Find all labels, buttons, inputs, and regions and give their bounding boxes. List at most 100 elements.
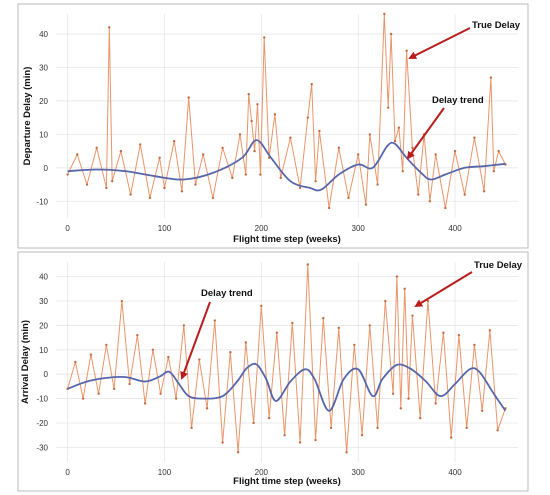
- true-delay-point: [453, 149, 457, 153]
- x-axis-label: Flight time step (weeks): [233, 234, 341, 245]
- true-delay-point: [360, 433, 364, 437]
- true-delay-point: [236, 451, 240, 454]
- true-delay-point: [252, 421, 255, 425]
- true-delay-point: [66, 173, 69, 176]
- true-delay-point: [497, 149, 500, 153]
- x-tick-label: 100: [158, 224, 172, 233]
- true-delay-point: [119, 149, 123, 153]
- y-axis-label: Departure Delay (min): [22, 67, 33, 166]
- true-delay-point: [387, 106, 390, 109]
- true-delay-point: [403, 287, 406, 291]
- true-delay-point: [202, 153, 205, 156]
- true-delay-point: [143, 402, 147, 405]
- true-delay-point: [105, 186, 108, 190]
- true-delay-point: [327, 206, 331, 210]
- true-delay-point: [407, 397, 410, 400]
- true-delay-point: [457, 333, 461, 337]
- true-delay-point: [250, 119, 253, 123]
- true-delay-point: [337, 146, 341, 149]
- true-delay-point: [314, 180, 317, 183]
- true-delay-point: [329, 426, 333, 430]
- true-delay-point: [397, 126, 401, 129]
- true-delay-point: [263, 36, 266, 39]
- true-delay-point: [399, 407, 403, 410]
- true-delay-point: [434, 402, 437, 405]
- true-delay-point: [306, 263, 310, 266]
- y-tick-label: 10: [39, 130, 48, 139]
- true-delay-point: [244, 173, 248, 176]
- y-tick-label: -30: [36, 443, 48, 452]
- x-tick-label: 0: [65, 468, 70, 477]
- y-tick-label: 0: [44, 164, 49, 173]
- y-tick-label: 30: [39, 297, 48, 306]
- true-delay-point: [347, 196, 350, 200]
- annotation-label: Delay trend: [201, 288, 253, 299]
- true-delay-point: [190, 426, 193, 430]
- annotation-label: True Delay: [472, 20, 521, 31]
- true-delay-point: [442, 331, 445, 334]
- y-tick-label: -20: [36, 419, 48, 428]
- y-tick-label: 10: [39, 346, 48, 355]
- true-delay-point: [482, 190, 486, 193]
- true-delay-point: [136, 333, 139, 337]
- true-delay-point: [289, 136, 292, 139]
- true-delay-point: [449, 436, 453, 439]
- true-delay-point: [120, 299, 124, 303]
- annotation-label: True Delay: [474, 260, 523, 271]
- annotation-arrow: [408, 27, 471, 59]
- true-delay-point: [405, 49, 408, 52]
- true-delay-point: [256, 103, 259, 106]
- true-delay-point: [187, 96, 190, 99]
- true-delay-point: [260, 304, 263, 308]
- true-delay-point: [489, 76, 493, 79]
- true-delay-point: [318, 129, 321, 133]
- true-delay-point: [322, 316, 325, 320]
- x-tick-label: 0: [65, 224, 70, 233]
- true-delay-point: [229, 351, 232, 354]
- annotation-arrow: [406, 107, 445, 160]
- true-delay-point: [444, 206, 447, 210]
- arrival-delay-chart: 0 100 200 300 400 -30 -20 -10 0 10 20 30 40 Flight ti…: [17, 251, 529, 492]
- true-delay-point: [393, 139, 397, 143]
- y-tick-label: 0: [44, 370, 49, 379]
- true-delay-point: [376, 183, 379, 186]
- y-tick-label: 40: [39, 273, 48, 282]
- true-delay-point: [428, 200, 432, 203]
- x-tick-label: 300: [352, 468, 366, 477]
- true-delay-point: [314, 438, 317, 442]
- true-delay-point: [492, 169, 495, 173]
- departure-delay-chart: 0 100 200 300 400 -10 0 10 20 30 40 Flight time ste…: [17, 3, 529, 249]
- y-axis-label: Arrival Delay (min): [20, 320, 31, 404]
- true-delay-point: [391, 392, 395, 395]
- y-tick-label: 30: [39, 64, 48, 73]
- true-delay-point: [89, 353, 93, 356]
- true-delay-point: [194, 183, 197, 186]
- true-delay-point: [383, 12, 386, 16]
- true-delay-point: [384, 299, 387, 303]
- true-delay-point: [465, 426, 468, 430]
- true-delay-point: [74, 360, 77, 364]
- y-tick-label: 20: [39, 97, 48, 106]
- true-delay-point: [353, 343, 356, 347]
- true-delay-point: [345, 451, 348, 454]
- true-delay-point: [172, 139, 176, 143]
- true-delay-point: [108, 26, 111, 29]
- true-delay-point: [418, 416, 422, 420]
- true-delay-point: [95, 146, 98, 149]
- true-delay-point: [198, 358, 201, 361]
- true-delay-point: [310, 83, 313, 86]
- true-delay-point: [279, 176, 282, 180]
- true-delay-point: [180, 190, 184, 193]
- true-delay-point: [473, 136, 476, 139]
- x-tick-label: 100: [158, 468, 172, 477]
- x-tick-label: 400: [448, 468, 462, 477]
- true-delay-point: [238, 133, 242, 136]
- annotation-arrow: [180, 301, 211, 380]
- true-delay-point: [473, 343, 476, 347]
- true-delay-point: [213, 319, 217, 322]
- true-delay-point: [389, 32, 393, 36]
- true-delay-point: [337, 326, 341, 330]
- x-tick-label: 200: [255, 468, 269, 477]
- true-delay-point: [395, 275, 399, 278]
- true-delay-point: [221, 441, 224, 444]
